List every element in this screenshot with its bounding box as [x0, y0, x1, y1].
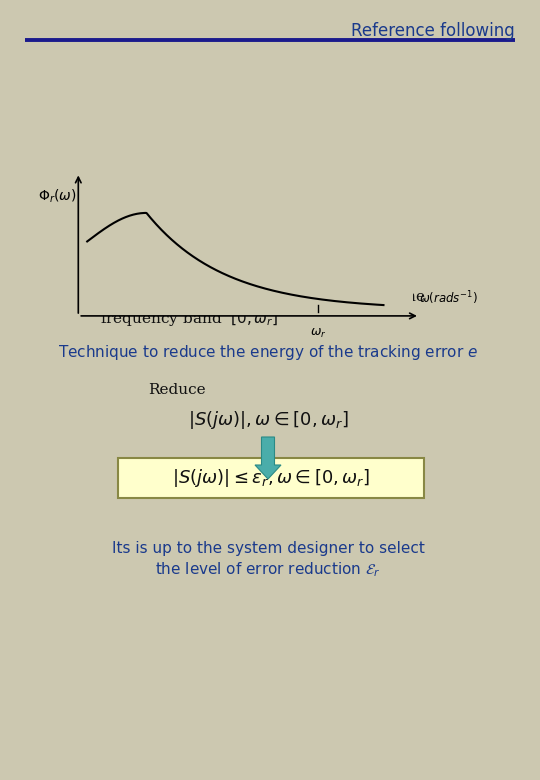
- Text: $\Phi_r(\omega)$: $\Phi_r(\omega)$: [38, 188, 77, 205]
- Text: Reduce: Reduce: [148, 383, 206, 397]
- Text: Its is up to the system designer to select: Its is up to the system designer to sele…: [112, 541, 424, 555]
- FancyBboxPatch shape: [118, 458, 424, 498]
- Text: $\omega(rads^{-1})$: $\omega(rads^{-1})$: [419, 289, 478, 307]
- Text: the level of error reduction $\mathcal{E}_r$: the level of error reduction $\mathcal{E…: [155, 561, 381, 580]
- Text: $\mathit{If}\quad\Phi_r(\omega)\approx 0;\omega\succ\omega_r$: $\mathit{If}\quad\Phi_r(\omega)\approx 0…: [174, 215, 356, 236]
- Text: Technique to reduce the energy of the tracking error $\mathit{e}$: Technique to reduce the energy of the tr…: [58, 342, 478, 361]
- Text: Reference following: Reference following: [351, 22, 515, 40]
- Text: $|S(j\omega)|\leq\varepsilon_r,\omega\in\left[0,\omega_r\right]$: $|S(j\omega)|\leq\varepsilon_r,\omega\in…: [172, 467, 370, 489]
- Polygon shape: [255, 244, 281, 292]
- Polygon shape: [255, 437, 281, 479]
- Text: $\omega_r$: $\omega_r$: [310, 327, 327, 340]
- Text: frequency band  $\left[0,\omega_r\right]$: frequency band $\left[0,\omega_r\right]$: [100, 309, 278, 328]
- Text: $|S(j\omega)|,\omega\in\left[0,\omega_r\right]$: $|S(j\omega)|,\omega\in\left[0,\omega_r\…: [188, 409, 348, 431]
- Text: spectral contents of $\mathit{d}$ concentrated in the: spectral contents of $\mathit{d}$ concen…: [100, 286, 426, 306]
